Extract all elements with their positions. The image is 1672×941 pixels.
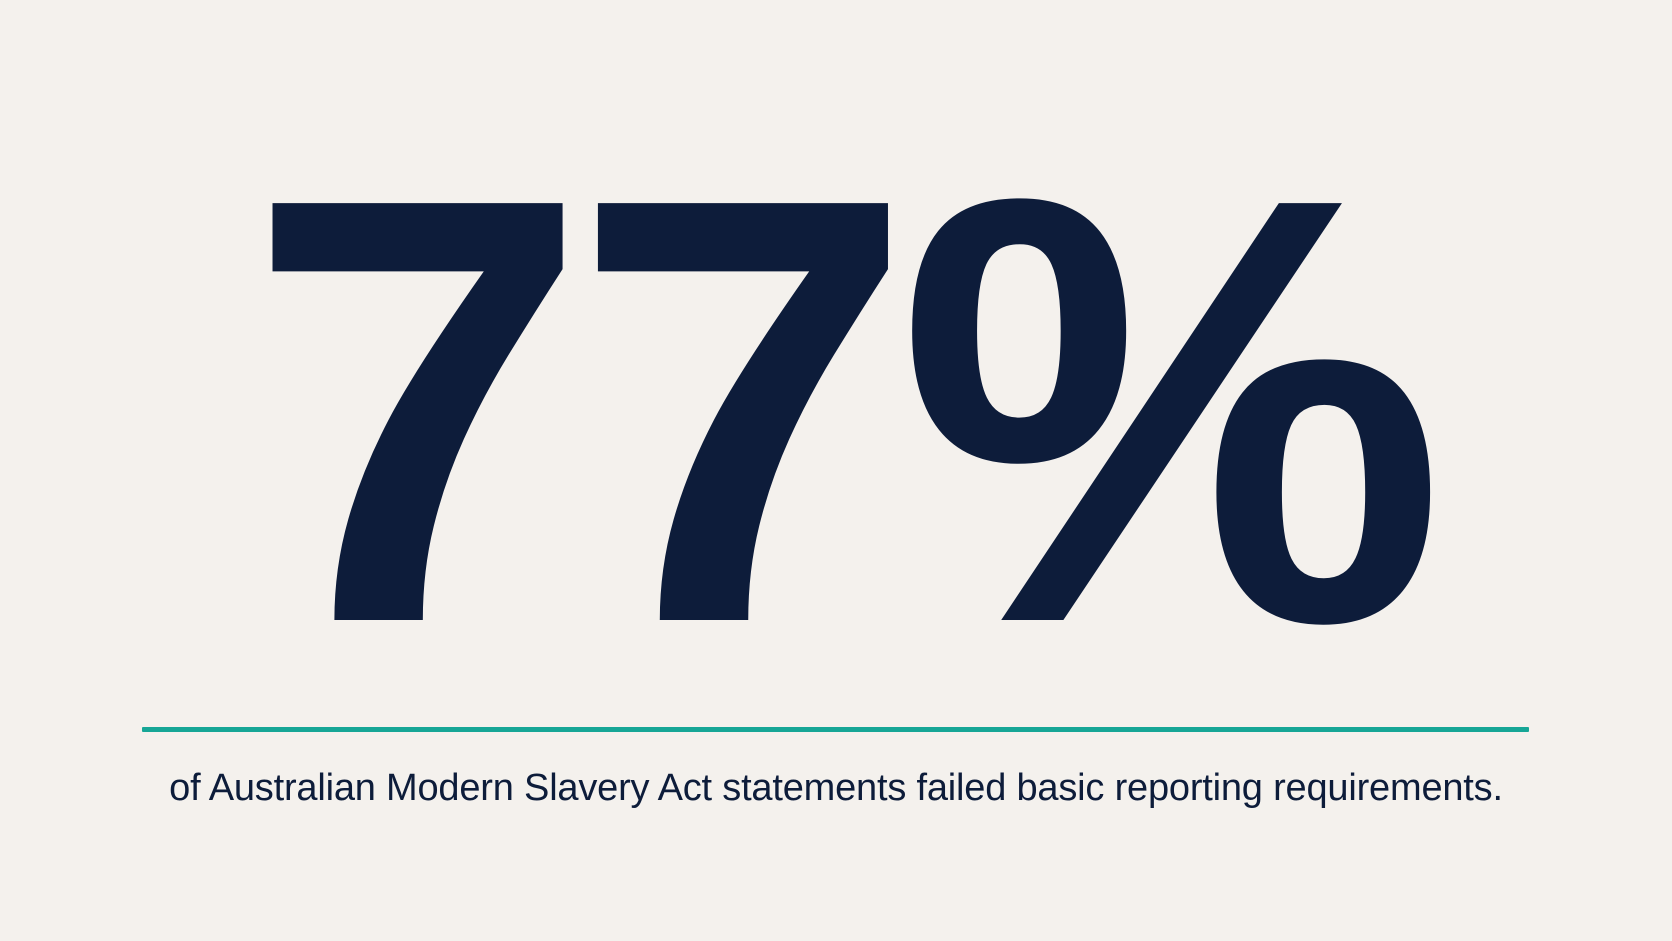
hero-statistic: 77%: [245, 72, 1446, 749]
statistic-caption: of Australian Modern Slavery Act stateme…: [169, 767, 1503, 809]
accent-divider: [142, 727, 1529, 732]
